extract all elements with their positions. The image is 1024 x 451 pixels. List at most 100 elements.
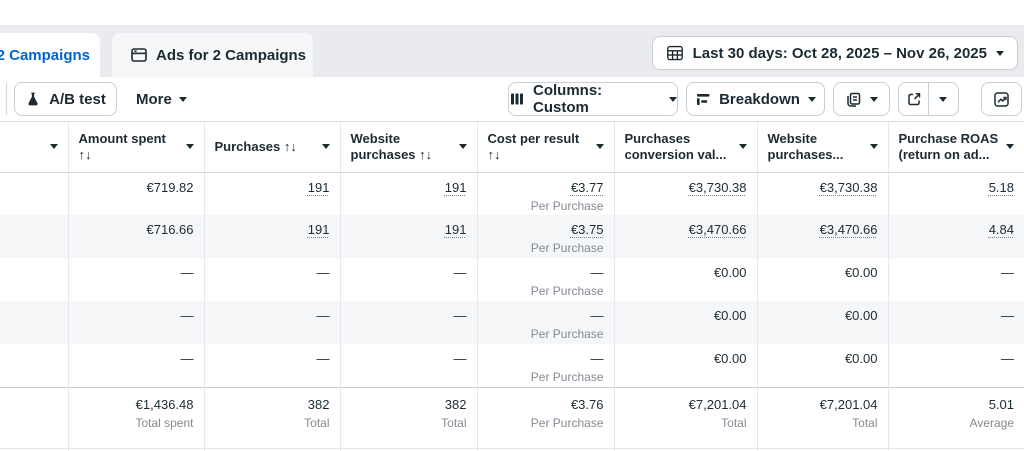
- metric-cell: €0.00: [757, 344, 888, 387]
- more-label: More: [136, 91, 172, 108]
- ab-test-button[interactable]: A/B test: [14, 82, 117, 116]
- metric-cell: —: [204, 344, 340, 387]
- metric-cell: —Per Purchase: [477, 258, 614, 301]
- column-header-purchases[interactable]: Purchases ↑↓: [204, 122, 340, 172]
- metric-cell: €3.75 Per Purchase: [477, 215, 614, 258]
- total-value: €3.76: [571, 397, 604, 412]
- metric-cell: —: [340, 258, 477, 301]
- metric-cell: 5.18: [888, 172, 1024, 215]
- chevron-down-icon: [996, 51, 1004, 56]
- metric-value[interactable]: €3,470.66: [820, 222, 878, 237]
- metric-sublabel: Per Purchase: [488, 241, 604, 256]
- metric-cell: €3,730.38: [757, 172, 888, 215]
- chevron-down-icon[interactable]: [870, 144, 878, 149]
- sort-icon[interactable]: ↑↓: [488, 147, 580, 163]
- column-header-amount-spent[interactable]: Amount spent↑↓: [68, 122, 204, 172]
- metric-value[interactable]: €3.77: [571, 180, 604, 195]
- metric-value[interactable]: 191: [445, 222, 467, 237]
- metric-value: —: [1001, 265, 1014, 280]
- column-header-website-purchases-value[interactable]: Websitepurchases...: [757, 122, 888, 172]
- metric-value: —: [454, 351, 467, 366]
- metric-value: €0.00: [845, 308, 878, 323]
- metric-sublabel: Per Purchase: [488, 199, 604, 214]
- chevron-down-icon[interactable]: [186, 144, 194, 149]
- stacked-pages-icon: [845, 91, 862, 108]
- chevron-down-icon[interactable]: [1006, 144, 1014, 149]
- metric-value: —: [591, 308, 604, 323]
- metric-value[interactable]: €3,470.66: [689, 222, 747, 237]
- total-sublabel: Total: [351, 416, 467, 431]
- metric-value: €0.00: [714, 265, 747, 280]
- metric-value: —: [1001, 308, 1014, 323]
- chevron-down-icon[interactable]: [50, 144, 58, 149]
- total-sublabel: Average: [899, 416, 1015, 431]
- chevron-down-icon[interactable]: [739, 144, 747, 149]
- metric-cell: —Per Purchase: [477, 344, 614, 387]
- metric-value: —: [317, 351, 330, 366]
- toolbar: A/B test More Columns: Custom: [0, 77, 1024, 121]
- sort-icon[interactable]: ↑↓: [79, 147, 166, 163]
- chevron-down-icon[interactable]: [459, 144, 467, 149]
- column-header-cost-per-result[interactable]: Cost per result↑↓: [477, 122, 614, 172]
- total-sublabel: Total: [768, 416, 878, 431]
- table-bottom-border: [0, 448, 1024, 449]
- metric-cell: €3,470.66: [757, 215, 888, 258]
- tab-ads[interactable]: Ads for 2 Campaigns: [112, 33, 313, 77]
- export-arrow-icon: [906, 91, 922, 107]
- metric-cell: €0.00: [614, 344, 757, 387]
- more-button[interactable]: More: [136, 82, 187, 116]
- column-header-purchase-roas[interactable]: Purchase ROAS(return on ad...: [888, 122, 1024, 172]
- metric-value: —: [181, 351, 194, 366]
- metric-value: —: [591, 351, 604, 366]
- date-range-label: Last 30 days: Oct 28, 2025 – Nov 26, 202…: [693, 45, 987, 62]
- table-row: €719.82 191 191 €3.77 Per Purchase €3,730…: [0, 172, 1024, 215]
- breakdown-bars-icon: [695, 91, 711, 107]
- metric-cell: 191: [204, 215, 340, 258]
- column-header-website-purchases[interactable]: Websitepurchases ↑↓: [340, 122, 477, 172]
- totals-row: €1,436.48Total spent 382Total 382Total €…: [0, 387, 1024, 451]
- metric-value: —: [454, 265, 467, 280]
- total-cell: 5.01Average: [888, 387, 1024, 451]
- metric-value[interactable]: 191: [308, 180, 330, 195]
- columns-button[interactable]: Columns: Custom: [508, 82, 678, 116]
- view-charts-button[interactable]: [981, 82, 1022, 116]
- table-row: €716.66 191 191 €3.75Per Purchase €3,470…: [0, 215, 1024, 258]
- tab-campaigns[interactable]: 2 Campaigns: [0, 33, 100, 77]
- chevron-down-icon[interactable]: [322, 144, 330, 149]
- date-range-button[interactable]: Last 30 days: Oct 28, 2025 – Nov 26, 202…: [652, 36, 1018, 70]
- metric-value: —: [181, 265, 194, 280]
- total-value: €7,201.04: [820, 397, 878, 412]
- export-button[interactable]: [899, 83, 928, 115]
- breakdown-button[interactable]: Breakdown: [686, 82, 825, 116]
- ab-test-label: A/B test: [49, 91, 106, 108]
- name-cell: [0, 215, 68, 258]
- metric-value: €719.82: [147, 180, 194, 195]
- metric-cell: €3,470.66: [614, 215, 757, 258]
- metric-value[interactable]: 5.18: [989, 180, 1014, 195]
- reports-button[interactable]: [833, 82, 890, 116]
- chevron-down-icon: [870, 97, 878, 102]
- metric-cell: —: [340, 344, 477, 387]
- metric-value[interactable]: €3,730.38: [689, 180, 747, 195]
- export-options-button[interactable]: [929, 83, 958, 115]
- metric-cell: —: [204, 301, 340, 344]
- column-header-name[interactable]: [0, 122, 68, 172]
- metric-cell: 191: [340, 172, 477, 215]
- metric-cell: —: [340, 301, 477, 344]
- metric-cell: —: [888, 258, 1024, 301]
- column-header-purchases-conversion-value[interactable]: Purchasesconversion val...: [614, 122, 757, 172]
- breakdown-label: Breakdown: [719, 91, 800, 108]
- calendar-grid-icon: [666, 44, 684, 62]
- metric-value[interactable]: 4.84: [989, 222, 1014, 237]
- tab-ads-label: Ads for 2 Campaigns: [156, 47, 306, 64]
- metric-value[interactable]: 191: [308, 222, 330, 237]
- metric-cell: —Per Purchase: [477, 301, 614, 344]
- metric-value[interactable]: €3,730.38: [820, 180, 878, 195]
- metric-value[interactable]: €3.75: [571, 222, 604, 237]
- metric-cell: —: [68, 258, 204, 301]
- total-value: 382: [445, 397, 467, 412]
- metric-cell: €0.00: [614, 258, 757, 301]
- metric-cell: —: [204, 258, 340, 301]
- metric-value[interactable]: 191: [445, 180, 467, 195]
- chevron-down-icon[interactable]: [596, 144, 604, 149]
